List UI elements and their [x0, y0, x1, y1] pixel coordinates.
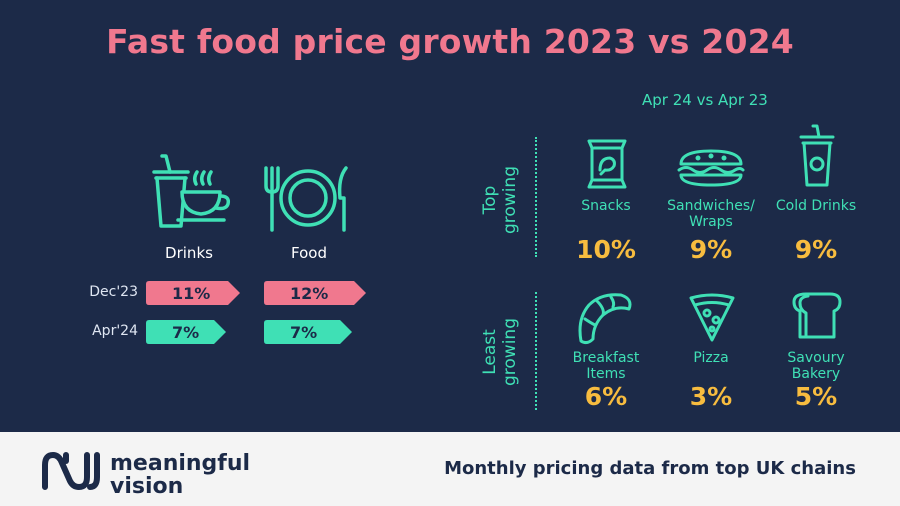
item-label-line: Snacks — [581, 198, 631, 214]
item-label-breakfast: Breakfast Items — [551, 350, 661, 382]
section-title-apr: Apr 24 vs Apr 23 — [642, 91, 768, 109]
series-label-apr24: Apr'24 — [92, 323, 138, 339]
item-value-breakfast: 6% — [584, 382, 628, 411]
logo-text-line: meaningful — [110, 451, 251, 476]
bread-icon — [792, 291, 842, 345]
divider-least — [535, 292, 537, 410]
item-value-cold-drinks: 9% — [794, 235, 838, 264]
item-label-line: Savoury — [787, 350, 845, 366]
group-label-line: Top — [480, 185, 500, 215]
group-label-line: growing — [500, 166, 520, 234]
item-label-pizza: Pizza — [656, 350, 766, 366]
item-label-line: Breakfast — [572, 350, 640, 366]
logo-text-line: vision — [110, 474, 184, 499]
divider-top — [535, 137, 537, 257]
group-label-line: Least — [480, 329, 500, 375]
tag-drinks-apr24: 7% — [146, 320, 226, 344]
item-label-line: Sandwiches/ — [667, 198, 755, 214]
group-label-top: Top growing — [480, 155, 520, 245]
tag-value: 7% — [290, 322, 318, 342]
item-label-line: Pizza — [693, 350, 729, 366]
tag-value: 12% — [290, 283, 329, 303]
footer-tagline: Monthly pricing data from top UK chains — [444, 458, 856, 479]
item-label-savoury-bakery: Savoury Bakery — [761, 350, 871, 382]
item-label-snacks: Snacks — [551, 198, 661, 214]
drinks-icon — [148, 152, 232, 236]
tag-value: 7% — [172, 322, 200, 342]
group-label-line: growing — [500, 318, 520, 386]
footer — [0, 432, 900, 506]
food-icon — [262, 164, 354, 238]
item-label-sandwiches: Sandwiches/ Wraps — [656, 198, 766, 230]
item-value-sandwiches: 9% — [689, 235, 733, 264]
logo-text: meaningful vision — [110, 452, 250, 498]
croissant-icon — [575, 289, 635, 349]
series-label-dec23: Dec'23 — [89, 284, 138, 300]
meaningful-vision-logo-icon — [40, 451, 102, 495]
tag-food-apr24: 7% — [264, 320, 352, 344]
chart-title: Fast food price growth 2023 vs 2024 — [106, 22, 794, 61]
pizza-icon — [688, 293, 736, 347]
sandwich-icon — [676, 148, 746, 192]
category-label-drinks: Drinks — [165, 244, 213, 262]
item-value-snacks: 10% — [576, 235, 636, 264]
item-label-cold-drinks: Cold Drinks — [761, 198, 871, 214]
item-label-line: Bakery — [791, 366, 841, 382]
tag-value: 11% — [172, 283, 211, 303]
infographic-main: Fast food price growth 2023 vs 2024 Drin… — [89, 22, 871, 411]
item-value-pizza: 3% — [689, 382, 733, 411]
tag-food-dec23: 12% — [264, 281, 366, 305]
item-label-line: Wraps — [689, 214, 733, 230]
item-label-line: Items — [586, 366, 626, 382]
cold-drink-icon — [797, 123, 837, 193]
snack-bag-icon — [585, 138, 629, 194]
item-value-savoury-bakery: 5% — [794, 382, 838, 411]
item-label-line: Cold Drinks — [775, 198, 857, 214]
tag-drinks-dec23: 11% — [146, 281, 240, 305]
category-label-food: Food — [291, 244, 327, 262]
group-label-least: Least growing — [480, 307, 520, 397]
